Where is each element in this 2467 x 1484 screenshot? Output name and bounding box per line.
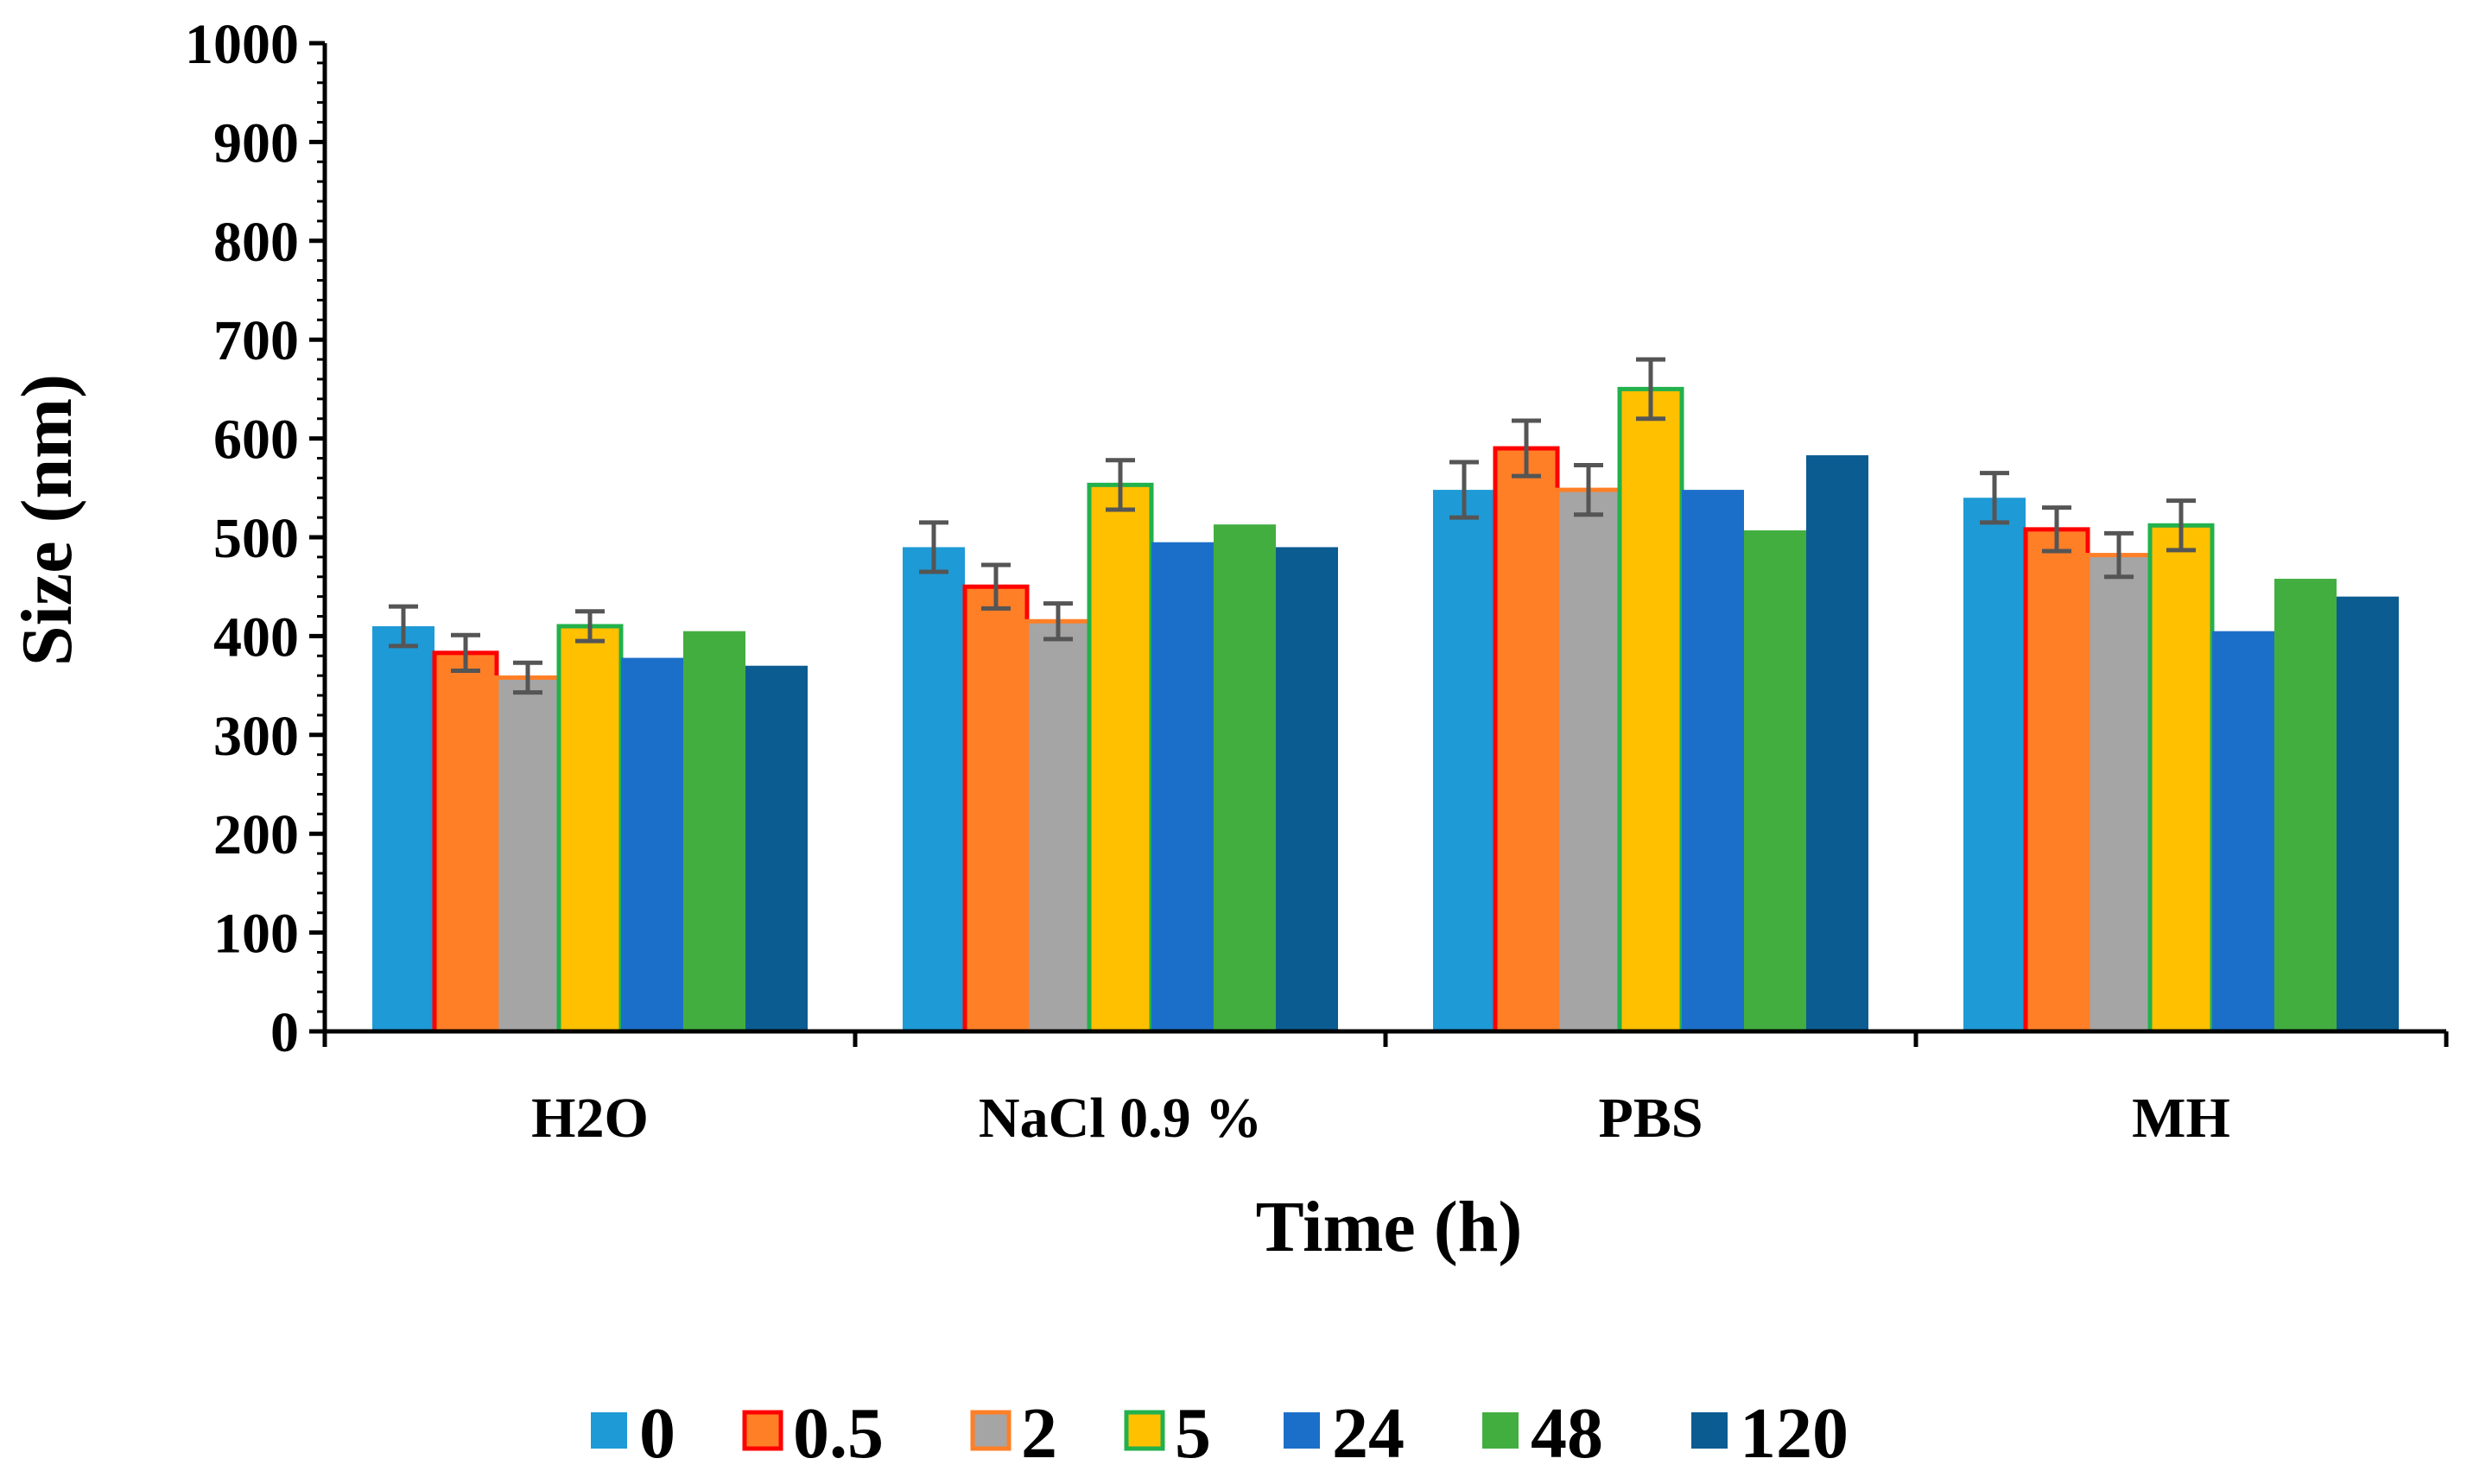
labels-layer: 0 100 200 300 400 500 600 700 800 900 1000 H2O NaCl … xyxy=(185,13,2230,1150)
bar xyxy=(2212,631,2274,1031)
bar xyxy=(372,625,434,1031)
x-category-label: PBS xyxy=(1598,1087,1703,1150)
error-bar xyxy=(513,660,542,695)
legend-item: 48 xyxy=(1482,1393,1603,1474)
error-bar xyxy=(2166,498,2196,553)
legend-swatch xyxy=(970,1410,1012,1451)
legend-item: 5 xyxy=(1124,1393,1211,1474)
error-bars-layer xyxy=(389,357,2196,695)
error-bar xyxy=(2042,505,2071,554)
bar xyxy=(962,584,1030,1034)
legend-item: 0.5 xyxy=(742,1393,884,1474)
bar xyxy=(556,624,624,1034)
legend-label: 2 xyxy=(1021,1393,1057,1474)
axes-layer xyxy=(309,41,2449,1047)
legend-item: 2 xyxy=(970,1393,1057,1474)
legend-item: 0 xyxy=(591,1393,675,1474)
x-category-label: NaCl 0.9 % xyxy=(979,1087,1262,1150)
legend-swatch xyxy=(1482,1412,1519,1449)
y-tick-label: 500 xyxy=(213,507,299,570)
bar xyxy=(432,650,499,1034)
y-tick-label: 400 xyxy=(213,606,299,669)
bar xyxy=(2085,553,2153,1034)
legend-swatch xyxy=(742,1410,783,1451)
bar xyxy=(2274,579,2337,1031)
bar xyxy=(745,665,808,1031)
y-tick-label: 100 xyxy=(213,903,299,966)
legend-label: 120 xyxy=(1740,1393,1849,1474)
error-bar xyxy=(575,609,605,644)
bar xyxy=(1806,455,1868,1031)
y-tick-label: 800 xyxy=(213,211,299,274)
y-tick-label: 600 xyxy=(213,409,299,472)
bar xyxy=(494,675,561,1034)
error-bar xyxy=(1449,460,1479,520)
y-tick-label: 200 xyxy=(213,803,299,866)
bar xyxy=(1555,487,1622,1034)
legend-swatch xyxy=(591,1412,627,1449)
error-bar xyxy=(2104,530,2134,580)
error-bar xyxy=(1106,458,1135,512)
bar xyxy=(1276,547,1338,1031)
y-tick-label: 900 xyxy=(213,111,299,174)
legend-item: 120 xyxy=(1691,1393,1849,1474)
bar xyxy=(2023,527,2090,1034)
legend-label: 0 xyxy=(639,1393,675,1474)
legend-label: 24 xyxy=(1332,1393,1405,1474)
legend-label: 0.5 xyxy=(793,1393,884,1474)
x-category-label: MH xyxy=(2132,1087,2230,1150)
y-tick-label: 700 xyxy=(213,309,299,372)
bar xyxy=(1151,542,1214,1031)
bar xyxy=(2337,596,2399,1031)
bar xyxy=(1963,498,2026,1031)
bar xyxy=(903,547,965,1031)
x-axis-title: Time (h) xyxy=(1256,1187,1523,1267)
y-tick-label: 1000 xyxy=(185,13,299,76)
error-bar xyxy=(389,604,418,649)
bar xyxy=(1087,482,1154,1034)
bar xyxy=(1493,446,1560,1034)
error-bar xyxy=(1636,357,1665,422)
error-bar xyxy=(451,632,480,673)
bar xyxy=(1744,530,1806,1031)
legend-item: 24 xyxy=(1284,1393,1405,1474)
bar xyxy=(1214,524,1276,1031)
bar xyxy=(1024,618,1092,1034)
bar xyxy=(1617,386,1684,1034)
y-tick-label: 300 xyxy=(213,705,299,768)
legend: 0 0.5 2 5 24 48 120 xyxy=(591,1393,1849,1474)
bar xyxy=(2147,523,2215,1034)
error-bar xyxy=(981,562,1011,611)
x-category-label: H2O xyxy=(531,1087,649,1150)
error-bar xyxy=(1980,471,2009,525)
bar xyxy=(621,657,683,1031)
y-axis-title: Size (nm) xyxy=(7,374,87,666)
legend-swatch xyxy=(1124,1410,1165,1451)
error-bar xyxy=(1512,418,1541,479)
bar xyxy=(683,631,745,1031)
legend-label: 5 xyxy=(1175,1393,1211,1474)
y-tick-label: 0 xyxy=(270,1001,299,1064)
error-bar xyxy=(1043,601,1073,642)
legend-swatch xyxy=(1284,1412,1320,1449)
legend-label: 48 xyxy=(1531,1393,1603,1474)
legend-swatch xyxy=(1691,1412,1728,1449)
error-bar xyxy=(1574,462,1603,517)
error-bar xyxy=(919,520,948,574)
bar xyxy=(1433,490,1495,1031)
bars-layer xyxy=(372,386,2399,1034)
bar xyxy=(1682,490,1744,1031)
